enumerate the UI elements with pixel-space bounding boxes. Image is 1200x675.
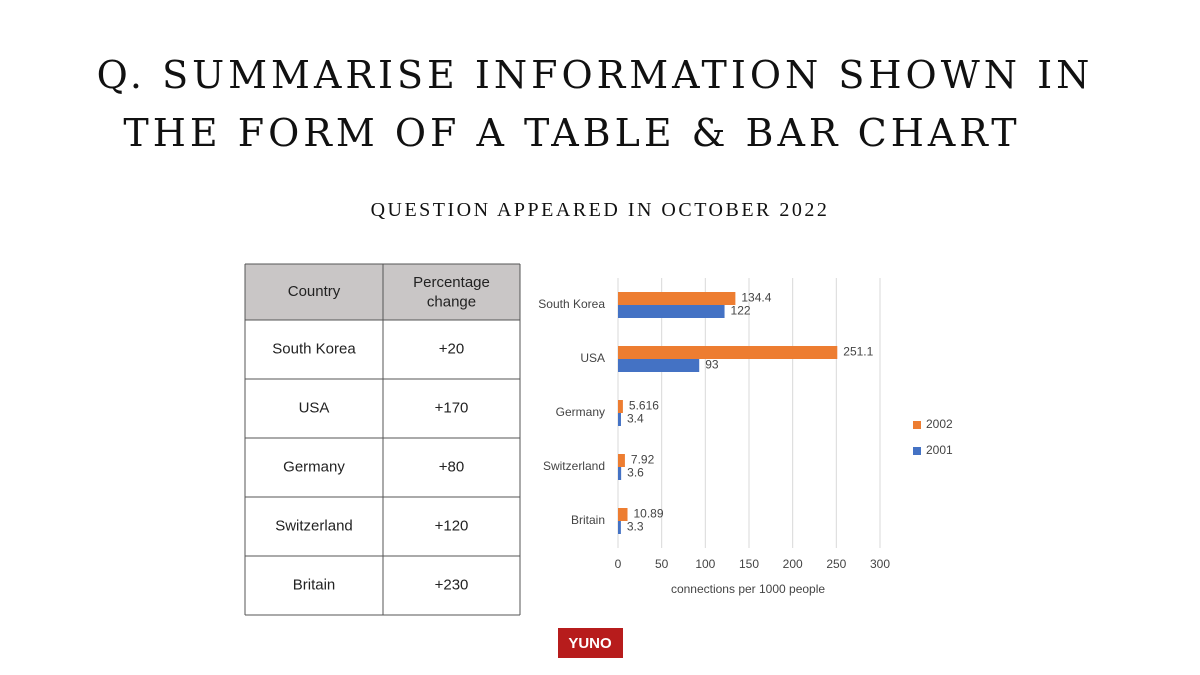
value-label: 3.4 — [627, 412, 644, 426]
table-cell: +120 — [435, 517, 469, 534]
x-axis-label: connections per 1000 people — [671, 582, 825, 596]
title-line: THE FORM OF A TABLE & BAR CHART — [123, 111, 1020, 155]
column-header: Country — [288, 283, 341, 300]
table-cell: South Korea — [272, 340, 356, 357]
x-tick-label: 100 — [695, 557, 715, 571]
value-label: 5.616 — [629, 399, 659, 413]
logo-box — [558, 628, 623, 658]
legend-label: 2001 — [926, 443, 953, 457]
value-label: 3.6 — [627, 466, 644, 480]
bar — [618, 467, 622, 480]
table-cell: Switzerland — [275, 517, 353, 534]
bar — [618, 359, 700, 372]
table-cell: USA — [299, 399, 330, 416]
table-cell: Germany — [283, 458, 345, 475]
value-label: 7.92 — [631, 453, 655, 467]
x-tick-label: 300 — [870, 557, 890, 571]
x-tick-label: 200 — [783, 557, 803, 571]
x-tick-label: 150 — [739, 557, 759, 571]
value-label: 3.3 — [627, 520, 644, 534]
table-cell: +20 — [439, 340, 464, 357]
legend-label: 2002 — [926, 417, 953, 431]
bar — [618, 413, 621, 426]
legend-swatch — [913, 421, 921, 429]
value-label: 10.89 — [634, 507, 664, 521]
bar — [618, 521, 621, 534]
value-label: 134.4 — [741, 291, 771, 305]
y-tick-label: USA — [580, 351, 605, 365]
subtitle: QUESTION APPEARED IN OCTOBER 2022 — [371, 199, 830, 221]
column-header: Percentage change — [413, 274, 490, 311]
bar — [618, 346, 838, 359]
value-label: 122 — [731, 304, 751, 318]
x-tick-label: 250 — [826, 557, 846, 571]
legend-swatch — [913, 447, 921, 455]
table-cell: Britain — [293, 576, 336, 593]
value-label: 251.1 — [843, 345, 873, 359]
y-tick-label: Switzerland — [543, 459, 605, 473]
table-cell: +80 — [439, 458, 464, 475]
bar — [618, 400, 623, 413]
table-cell: +170 — [435, 399, 469, 416]
y-tick-label: Britain — [571, 513, 605, 527]
bar — [618, 292, 736, 305]
x-tick-label: 0 — [615, 557, 622, 571]
logo: YUNO — [568, 635, 612, 652]
title-line: Q. SUMMARISE INFORMATION SHOWN IN — [97, 53, 1094, 97]
table-cell: +230 — [435, 576, 469, 593]
x-tick-label: 50 — [655, 557, 669, 571]
bar — [618, 454, 625, 467]
y-tick-label: Germany — [556, 405, 605, 419]
y-tick-label: South Korea — [538, 297, 605, 311]
value-label: 93 — [705, 358, 719, 372]
bar — [618, 305, 725, 318]
bar — [618, 508, 628, 521]
